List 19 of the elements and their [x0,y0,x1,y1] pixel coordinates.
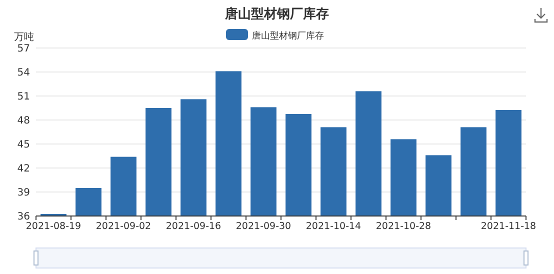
x-tick-label: 2021-09-02 [96,221,152,232]
x-tick-label: 2021-09-30 [236,221,292,232]
legend-label: 唐山型材钢厂库存 [252,30,324,42]
y-tick-label: 57 [17,44,30,54]
x-tick-label: 2021-11-18 [480,221,536,232]
y-tick-label: 42 [17,164,30,174]
x-tick-label: 2021-08-19 [26,221,82,232]
y-tick-label: 45 [17,140,30,150]
x-tick-label: 2021-09-16 [166,221,222,232]
y-tick-label: 54 [17,68,30,78]
y-tick-label: 39 [17,188,30,198]
chart-title: 唐山型材钢厂库存 [224,6,329,22]
y-tick-label: 51 [17,92,30,102]
x-tick-label: 2021-10-28 [376,221,432,232]
x-tick-label: 2021-10-14 [306,221,362,232]
y-axis-title: 万吨 [14,31,34,43]
y-tick-label: 48 [17,116,30,126]
y-tick-label: 36 [17,212,30,222]
legend: 唐山型材钢厂库存 [226,29,324,42]
